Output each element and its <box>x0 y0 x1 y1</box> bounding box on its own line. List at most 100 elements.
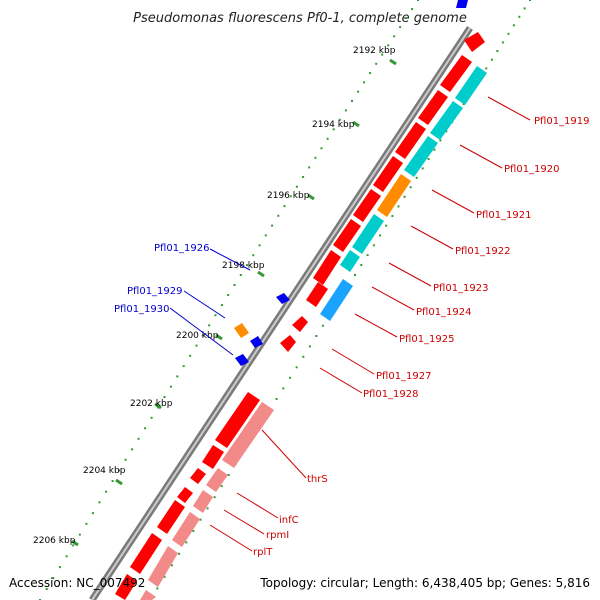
track-dot <box>315 335 318 337</box>
track-dot <box>185 541 188 544</box>
orf-cyan-block[interactable] <box>340 250 360 272</box>
track-dot <box>199 518 202 521</box>
track-dot <box>105 490 108 493</box>
track-dot <box>170 564 173 567</box>
gene-label[interactable]: rpmI <box>266 530 289 541</box>
track-dot <box>485 67 488 70</box>
track-dot <box>427 158 430 160</box>
track-dot <box>78 533 81 536</box>
track-dot <box>52 577 55 580</box>
gene-label[interactable]: Pfl01_1920 <box>504 164 560 175</box>
cds-block[interactable] <box>395 122 426 159</box>
track-dot <box>239 274 242 276</box>
topology-summary: Topology: circular; Length: 6,438,405 bp… <box>260 576 590 590</box>
gene-label[interactable]: Pfl01_1925 <box>399 334 455 345</box>
cds-block[interactable] <box>313 250 341 285</box>
cds-arrow[interactable] <box>177 487 193 503</box>
orf-cyan-block[interactable] <box>455 66 487 105</box>
track-dot <box>176 375 179 378</box>
track-dot <box>264 234 267 237</box>
rna-block[interactable] <box>222 402 274 468</box>
gene-label[interactable]: Pfl01_1922 <box>455 246 511 257</box>
cds-block[interactable] <box>418 90 448 125</box>
cds-block[interactable] <box>333 219 361 252</box>
rna-block[interactable] <box>206 468 228 492</box>
orf-cyan-block[interactable] <box>430 101 463 140</box>
track-dot <box>411 8 414 10</box>
track-dot <box>258 244 261 247</box>
cds-arrow[interactable] <box>292 316 308 332</box>
track-dot <box>421 167 424 170</box>
orf-blue-arrow[interactable] <box>250 336 263 348</box>
gene-label[interactable]: Pfl01_1919 <box>534 116 590 127</box>
orf-orange-block[interactable] <box>377 174 411 217</box>
track-dot <box>321 324 324 327</box>
track-dot <box>227 294 230 296</box>
track-dot <box>289 195 292 198</box>
cds-block[interactable] <box>440 55 472 92</box>
track-dot <box>445 130 448 133</box>
cds-block[interactable] <box>306 282 328 307</box>
gene-label[interactable]: Pfl01_1921 <box>476 210 532 221</box>
cds-block[interactable] <box>353 189 381 222</box>
track-dot <box>252 254 255 257</box>
gene-label[interactable]: thrS <box>307 474 328 485</box>
track-dot <box>360 264 363 266</box>
gene-label[interactable]: Pfl01_1929 <box>127 286 183 297</box>
gene-leader-lines-right <box>209 96 531 552</box>
track-dot <box>308 166 311 169</box>
orf-orange-small[interactable] <box>234 323 249 338</box>
gene-label[interactable]: Pfl01_1930 <box>114 304 170 315</box>
track-dot <box>393 35 396 38</box>
orf-cyan-block[interactable] <box>352 214 384 254</box>
gene-label[interactable]: Pfl01_1928 <box>363 389 419 400</box>
cds-arrow[interactable] <box>190 468 206 484</box>
track-dot <box>208 324 211 327</box>
track-dot <box>372 244 375 247</box>
tick-label: 2206 kbp <box>33 536 76 546</box>
cds-block[interactable] <box>373 156 403 192</box>
track-dot <box>85 522 88 525</box>
track-dot <box>65 555 68 558</box>
track-dot <box>98 501 101 504</box>
track-dot <box>375 62 378 65</box>
track-dot <box>156 587 159 590</box>
gene-label[interactable]: Pfl01_1923 <box>433 283 489 294</box>
gene-label[interactable]: Pfl01_1927 <box>376 371 432 382</box>
orf-skyblue-block[interactable] <box>320 279 353 321</box>
rna-block[interactable] <box>193 490 213 513</box>
track-dot <box>295 185 298 188</box>
tick-marks <box>71 58 397 547</box>
orf-blue-arrow[interactable] <box>276 293 290 304</box>
cds-block[interactable] <box>215 392 260 448</box>
track-dot <box>512 24 515 27</box>
cds-block[interactable] <box>157 500 185 534</box>
cds-block[interactable] <box>130 533 162 574</box>
track-dot <box>150 416 153 419</box>
accession-label: Accession: NC_007492 <box>9 576 146 590</box>
track-dot <box>399 26 402 29</box>
track-dot <box>433 148 436 151</box>
cds-arrow[interactable] <box>280 335 296 352</box>
rna-block[interactable] <box>148 546 178 587</box>
cds-arrow[interactable] <box>464 32 485 52</box>
cds-block[interactable] <box>202 445 224 469</box>
tick-label: 2196 kbp <box>267 191 310 201</box>
rna-block[interactable] <box>172 512 200 547</box>
track-dot <box>214 314 217 317</box>
track-dot <box>271 224 274 227</box>
gene-label[interactable]: Pfl01_1926 <box>154 243 210 254</box>
gene-label[interactable]: infC <box>279 515 299 526</box>
orf-blue-arrow[interactable] <box>235 354 249 366</box>
orf-row <box>320 66 487 321</box>
gene-label[interactable]: rplT <box>253 547 273 558</box>
track-dot <box>289 376 291 379</box>
track-dot <box>192 530 195 532</box>
cds-block[interactable] <box>115 574 137 600</box>
rna-block[interactable] <box>140 590 156 600</box>
gene-label[interactable]: Pfl01_1924 <box>416 307 472 318</box>
orf-cyan-block[interactable] <box>404 136 438 177</box>
tick-label: 2194 kbp <box>312 120 355 130</box>
orf-blue-top[interactable] <box>456 0 468 8</box>
